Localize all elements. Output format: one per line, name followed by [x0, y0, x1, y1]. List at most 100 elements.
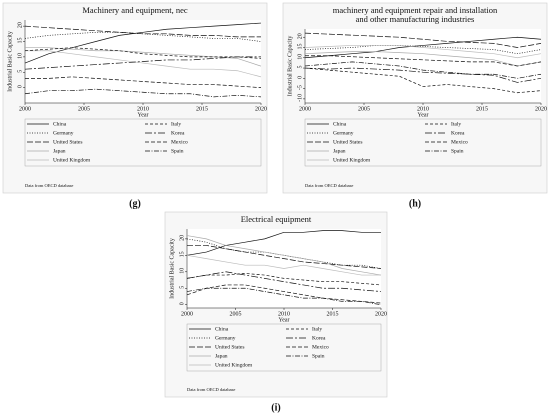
legend-label: Italy	[171, 121, 181, 127]
series-line	[304, 67, 542, 83]
legend-frame	[24, 118, 262, 167]
series-line	[304, 51, 542, 67]
y-tick-label: 10	[179, 268, 185, 274]
y-tick-label: 20	[297, 33, 303, 39]
series-line	[304, 67, 542, 94]
series-line	[186, 273, 382, 286]
legend-label: Korea	[451, 130, 465, 136]
legend-label: Germany	[215, 335, 236, 341]
x-tick-label: 2000	[299, 106, 311, 112]
legend-label: United Kingdom	[333, 157, 371, 163]
y-tick-label: 0	[17, 85, 23, 88]
y-tick-label: 10	[17, 53, 23, 59]
series-line	[304, 61, 542, 79]
series-line	[24, 88, 262, 98]
legend-label: Germany	[53, 130, 74, 136]
legend-frame	[304, 118, 542, 167]
series-line	[24, 31, 262, 42]
x-tick-label: 2015	[196, 106, 208, 112]
legend-label: Korea	[171, 130, 185, 136]
y-tick-label: -10	[297, 94, 303, 102]
plot-area	[305, 29, 541, 103]
legend-label: Spain	[312, 353, 325, 359]
series-line	[24, 25, 261, 38]
x-tick-label: 2010	[137, 106, 149, 112]
y-tick-label: 0	[179, 302, 185, 305]
note: Data from OECD database	[25, 183, 73, 188]
x-tick-label: 2005	[230, 311, 242, 317]
panel-label: (g)	[129, 198, 141, 209]
legend-label: Japan	[333, 148, 346, 154]
legend-label: United States	[215, 344, 244, 350]
note: Data from OECD database	[305, 183, 353, 188]
y-tick-label: -5	[297, 85, 303, 90]
series-line	[187, 245, 382, 269]
series-line	[186, 287, 382, 306]
x-axis-label: Year	[278, 317, 289, 323]
chart-title: and other manufacturing industries	[356, 14, 475, 24]
legend-frame	[186, 323, 382, 372]
x-axis-label: Year	[417, 112, 428, 118]
legend-label: United States	[53, 139, 82, 145]
series-line	[305, 55, 542, 67]
x-tick-label: 2005	[358, 106, 370, 112]
series-line	[24, 56, 261, 70]
x-tick-label: 2020	[255, 106, 267, 112]
legend-label: China	[215, 326, 229, 332]
x-tick-label: 2010	[278, 311, 290, 317]
x-tick-label: 2015	[327, 311, 339, 317]
legend-label: Japan	[53, 148, 66, 154]
legend-label: Mexico	[312, 344, 329, 350]
y-tick-label: 15	[17, 38, 23, 44]
legend-label: China	[333, 121, 347, 127]
series-line	[304, 32, 542, 48]
x-tick-label: 2000	[19, 106, 31, 112]
panel-label: (i)	[271, 402, 280, 413]
series-line	[186, 271, 382, 292]
legend-label: Spain	[451, 148, 464, 154]
x-axis-label: Year	[137, 112, 148, 118]
legend-label: United Kingdom	[215, 362, 253, 368]
legend-label: Mexico	[171, 139, 188, 145]
chart-title: Electrical equipment	[241, 214, 312, 224]
legend-label: Japan	[215, 353, 228, 359]
legend-label: United States	[333, 139, 362, 145]
legend-label: Italy	[312, 326, 322, 332]
legend-label: Spain	[171, 148, 184, 154]
x-tick-label: 2000	[181, 311, 193, 317]
series-line	[24, 47, 262, 59]
y-axis-label: Industrial Basic Capacity	[287, 36, 293, 97]
x-tick-label: 2020	[535, 106, 547, 112]
y-tick-label: 5	[17, 70, 23, 73]
series-line	[25, 47, 262, 67]
series-line	[25, 50, 262, 78]
legend-label: Korea	[312, 335, 326, 341]
series-line	[304, 45, 542, 59]
x-tick-label: 2015	[476, 106, 488, 112]
chart-title: machinery and equipment repair and insta…	[333, 5, 498, 15]
series-line	[186, 235, 382, 276]
y-axis-label: Industrial Basic Capacity	[169, 238, 175, 299]
legend-label: Italy	[451, 121, 461, 127]
y-tick-label: 20	[179, 235, 185, 241]
series-line	[186, 254, 381, 276]
series-line	[24, 22, 262, 64]
series-line	[25, 76, 262, 88]
y-tick-label: 15	[297, 44, 303, 50]
y-tick-label: 5	[297, 66, 303, 69]
legend-label: China	[53, 121, 67, 127]
y-tick-label: 15	[179, 251, 185, 257]
series-line	[304, 45, 542, 55]
panel-label: (h)	[409, 198, 421, 209]
x-tick-label: 2020	[375, 311, 387, 317]
y-axis-label: Industrial Basic Capacity	[7, 31, 13, 92]
series-line	[304, 36, 542, 59]
legend-label: United Kingdom	[53, 157, 91, 163]
series-line	[186, 238, 382, 269]
y-tick-label: 10	[297, 54, 303, 60]
y-tick-label: 20	[17, 22, 23, 28]
series-line	[186, 284, 382, 304]
y-tick-label: 0	[297, 76, 303, 79]
chart-title: Machinery and equipment, nec	[82, 5, 187, 15]
